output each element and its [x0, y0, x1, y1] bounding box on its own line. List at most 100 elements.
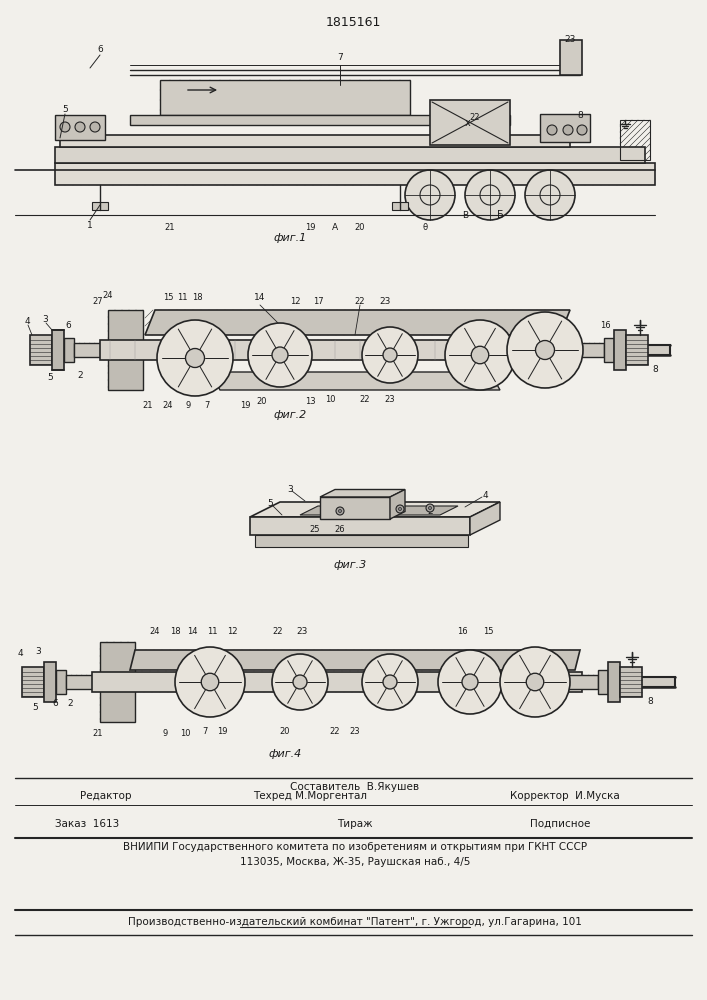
Text: B: B	[462, 211, 468, 220]
Circle shape	[507, 312, 583, 388]
Text: 22: 22	[329, 728, 340, 736]
Text: 22: 22	[469, 113, 480, 122]
Text: 4: 4	[17, 650, 23, 658]
Text: 16: 16	[600, 320, 610, 330]
Text: Техред М.Моргентал: Техред М.Моргентал	[253, 791, 367, 801]
Bar	[604, 338, 614, 362]
Text: 25: 25	[310, 524, 320, 534]
Text: 6: 6	[97, 45, 103, 54]
Text: A: A	[332, 223, 338, 232]
Bar	[392, 202, 408, 210]
Text: Составитель  В.Якушев: Составитель В.Якушев	[291, 782, 419, 792]
Text: 1: 1	[87, 221, 93, 230]
Text: 5: 5	[47, 373, 53, 382]
Bar	[56, 670, 66, 694]
Text: 4: 4	[482, 490, 488, 499]
Text: 21: 21	[165, 223, 175, 232]
Circle shape	[362, 327, 418, 383]
Bar	[626, 335, 648, 365]
Circle shape	[405, 170, 455, 220]
Text: 8: 8	[652, 365, 658, 374]
Circle shape	[526, 673, 544, 691]
Bar	[45, 677, 675, 687]
Text: Б: Б	[496, 210, 503, 220]
Text: 16: 16	[457, 628, 467, 637]
Text: 24: 24	[103, 290, 113, 300]
Polygon shape	[470, 502, 500, 535]
Bar	[620, 120, 650, 160]
Bar	[60, 135, 570, 147]
Circle shape	[272, 654, 328, 710]
Text: 19: 19	[305, 223, 315, 232]
Text: 22: 22	[355, 298, 366, 306]
Circle shape	[185, 349, 204, 367]
Bar	[614, 330, 626, 370]
Bar	[92, 202, 108, 210]
Polygon shape	[255, 535, 468, 547]
Text: 12: 12	[227, 628, 238, 637]
Circle shape	[472, 346, 489, 364]
Text: 12: 12	[290, 298, 300, 306]
Text: 23: 23	[380, 298, 391, 306]
Text: 9: 9	[163, 730, 168, 738]
Polygon shape	[130, 650, 580, 670]
Circle shape	[426, 504, 434, 512]
Bar	[560, 40, 582, 75]
Text: Заказ  1613: Заказ 1613	[55, 819, 119, 829]
Text: 11: 11	[206, 628, 217, 637]
Text: 2: 2	[67, 700, 73, 708]
Polygon shape	[390, 489, 405, 519]
Circle shape	[547, 125, 557, 135]
Text: 5: 5	[62, 105, 68, 114]
Circle shape	[60, 122, 70, 132]
Text: фиг.2: фиг.2	[274, 410, 307, 420]
Bar	[130, 115, 510, 125]
Text: 10: 10	[325, 395, 335, 404]
Circle shape	[577, 125, 587, 135]
Text: 14: 14	[255, 294, 266, 302]
Text: 2: 2	[77, 370, 83, 379]
Circle shape	[201, 673, 218, 691]
Circle shape	[157, 320, 233, 396]
Text: 26: 26	[334, 524, 345, 534]
Bar	[30, 335, 52, 365]
Circle shape	[248, 323, 312, 387]
Circle shape	[465, 170, 515, 220]
Text: 7: 7	[337, 53, 343, 62]
Text: 22: 22	[360, 395, 370, 404]
Circle shape	[175, 647, 245, 717]
Text: 23: 23	[296, 628, 308, 637]
Text: 21: 21	[93, 730, 103, 738]
Text: 2: 2	[427, 508, 433, 516]
Circle shape	[336, 507, 344, 515]
Text: 5: 5	[32, 702, 38, 712]
Text: 19: 19	[217, 728, 227, 736]
Circle shape	[383, 675, 397, 689]
Bar	[100, 340, 580, 360]
Text: 23: 23	[385, 395, 395, 404]
Text: 6: 6	[52, 700, 58, 708]
Bar	[108, 310, 143, 390]
Text: 20: 20	[280, 728, 291, 736]
Bar	[598, 670, 608, 694]
Polygon shape	[320, 489, 405, 497]
Polygon shape	[250, 502, 500, 517]
Circle shape	[293, 675, 307, 689]
Text: 18: 18	[192, 294, 202, 302]
Text: 17: 17	[312, 298, 323, 306]
Text: Тираж: Тираж	[337, 819, 373, 829]
Circle shape	[525, 170, 575, 220]
Polygon shape	[300, 506, 458, 515]
Text: 113035, Москва, Ж-35, Раушская наб., 4/5: 113035, Москва, Ж-35, Раушская наб., 4/5	[240, 857, 470, 867]
Circle shape	[399, 508, 402, 510]
Text: фиг.3: фиг.3	[334, 560, 367, 570]
Circle shape	[362, 654, 418, 710]
Text: 23: 23	[350, 728, 361, 736]
Bar	[55, 115, 105, 140]
Text: 3: 3	[287, 485, 293, 493]
Polygon shape	[145, 310, 570, 335]
Text: 9: 9	[185, 400, 191, 410]
Circle shape	[445, 320, 515, 390]
Text: 1815161: 1815161	[325, 15, 380, 28]
Text: 18: 18	[170, 628, 180, 637]
